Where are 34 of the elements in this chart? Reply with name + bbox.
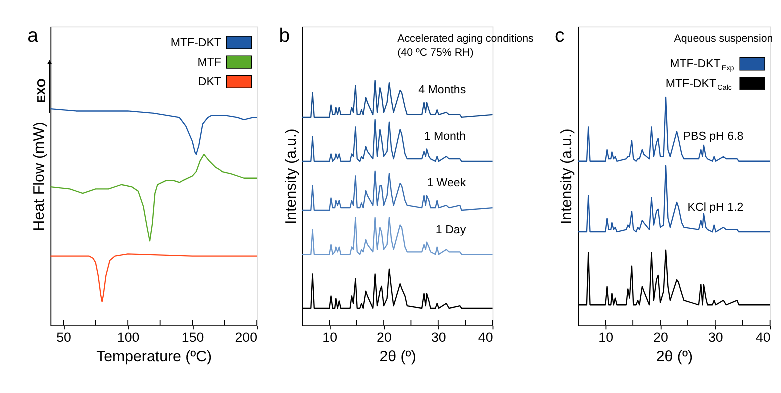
annotation: KCl pH 1.2 — [688, 202, 744, 214]
chart-title: Accelerated aging conditions — [398, 32, 534, 45]
series-label: 1 Week — [427, 178, 466, 190]
text: c — [555, 24, 566, 47]
x-tick-label: 10 — [598, 330, 614, 346]
x-tick-label: 10 — [322, 330, 338, 346]
legend-label: MTF-DKT — [170, 37, 222, 50]
y-axis-title: Intensity (a.u.) — [282, 128, 300, 225]
y-axis-title: Heat Flow (mW) — [31, 122, 48, 232]
x-tick-label: 150 — [182, 330, 204, 346]
chart-title: Aqueous suspension — [674, 32, 774, 45]
x-tick-label: 30 — [431, 330, 446, 346]
x-tick-label: 50 — [56, 330, 72, 346]
y-axis-title: Intensity (a.u.) — [558, 128, 576, 225]
chart-subtitle: (40 ºC 75% RH) — [398, 47, 474, 60]
x-tick-label: 20 — [654, 330, 668, 346]
text: b — [279, 24, 290, 47]
x-tick-label: 30 — [708, 330, 724, 346]
x-tick-label: 100 — [117, 330, 140, 346]
x-tick-label: 40 — [478, 330, 494, 346]
x-tick-label: 20 — [377, 330, 392, 346]
series-label: 4 Months — [418, 84, 466, 97]
x-axis-title: 2θ (º) — [380, 348, 416, 366]
legend-label: MTF — [198, 56, 222, 69]
series-label: 1 Day — [436, 224, 466, 236]
legend-label: DKT — [198, 76, 222, 88]
x-tick-label: 40 — [756, 330, 771, 346]
x-tick-label: 200 — [235, 330, 258, 346]
x-axis-title: 2θ (º) — [656, 348, 693, 366]
x-axis-title: Temperature (ºC) — [96, 348, 212, 366]
annotation: PBS pH 6.8 — [683, 131, 744, 144]
text: EXO — [36, 78, 48, 104]
text: a — [28, 24, 39, 47]
series-label: 1 Month — [424, 131, 466, 144]
